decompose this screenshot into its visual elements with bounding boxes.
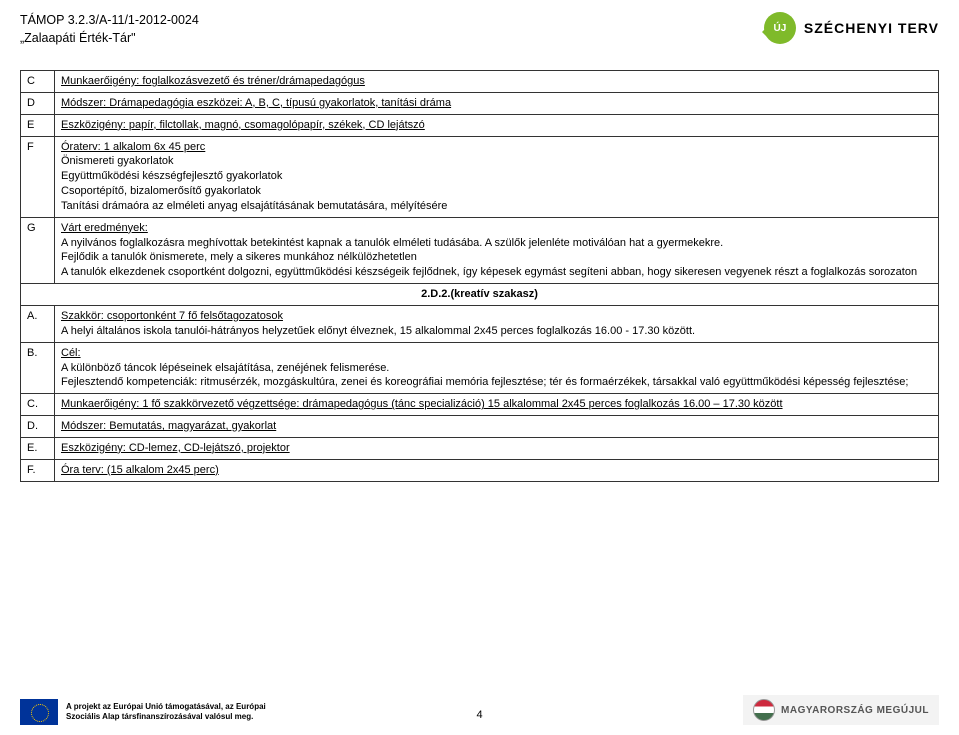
table-row: G Várt eredmények: A nyilvános foglalkoz… bbox=[21, 217, 939, 283]
table-row: D. Módszer: Bemutatás, magyarázat, gyako… bbox=[21, 416, 939, 438]
underlined-text: Óraterv: 1 alkalom 6x 45 perc bbox=[61, 141, 205, 153]
row-text: Eszközigény: CD-lemez, CD-lejátszó, proj… bbox=[55, 437, 939, 459]
row-text: Munkaerőigény: foglalkozásvezető és trén… bbox=[55, 71, 939, 93]
paragraph: A nyilvános foglalkozásra meghívottak be… bbox=[61, 236, 932, 251]
list-line: Csoportépítő, bizalomerősítő gyakorlatok bbox=[61, 184, 932, 199]
section-title-row: 2.D.2.(kreatív szakasz) bbox=[21, 284, 939, 306]
eu-line1: A projekt az Európai Unió támogatásával,… bbox=[66, 702, 266, 711]
row-label: G bbox=[21, 217, 55, 283]
header-right: ÚJ SZÉCHENYI TERV bbox=[764, 12, 939, 44]
row-label: D bbox=[21, 92, 55, 114]
footer-right: MAGYARORSZÁG MEGÚJUL bbox=[743, 695, 939, 725]
row-label: C. bbox=[21, 394, 55, 416]
row-label: F. bbox=[21, 459, 55, 481]
paragraph: Fejlesztendő kompetenciák: ritmusérzék, … bbox=[61, 375, 932, 390]
row-label: C bbox=[21, 71, 55, 93]
section-title: 2.D.2.(kreatív szakasz) bbox=[21, 284, 939, 306]
szechenyi-brand: SZÉCHENYI TERV bbox=[804, 20, 939, 36]
table-row: E Eszközigény: papír, filctollak, magnó,… bbox=[21, 114, 939, 136]
row-text: Cél: A különböző táncok lépéseinek elsaj… bbox=[55, 342, 939, 394]
row-label: E. bbox=[21, 437, 55, 459]
project-code: TÁMOP 3.2.3/A-11/1-2012-0024 bbox=[20, 12, 199, 30]
eu-flag-icon bbox=[20, 699, 58, 725]
paragraph: A tanulók elkezdenek csoportként dolgozn… bbox=[61, 265, 932, 280]
table-row: E. Eszközigény: CD-lemez, CD-lejátszó, p… bbox=[21, 437, 939, 459]
eu-funding-text: A projekt az Európai Unió támogatásával,… bbox=[66, 702, 266, 721]
hungary-flag-icon bbox=[753, 699, 775, 721]
underlined-text: Munkaerőigény: 1 fő szakkörvezető végzet… bbox=[61, 398, 783, 410]
row-text: Eszközigény: papír, filctollak, magnó, c… bbox=[55, 114, 939, 136]
underlined-text: Munkaerőigény: foglalkozásvezető és trén… bbox=[61, 75, 365, 87]
table-row: D Módszer: Drámapedagógia eszközei: A, B… bbox=[21, 92, 939, 114]
underlined-text: Módszer: Bemutatás, magyarázat, gyakorla… bbox=[61, 420, 276, 432]
table-row: C. Munkaerőigény: 1 fő szakkörvezető vég… bbox=[21, 394, 939, 416]
row-label: B. bbox=[21, 342, 55, 394]
list-line: Tanítási drámaóra az elméleti anyag elsa… bbox=[61, 199, 932, 214]
underlined-text: Eszközigény: papír, filctollak, magnó, c… bbox=[61, 119, 425, 131]
list-line: Együttműködési készségfejlesztő gyakorla… bbox=[61, 169, 932, 184]
page-header: TÁMOP 3.2.3/A-11/1-2012-0024 „Zalaapáti … bbox=[20, 12, 939, 47]
main-table: C Munkaerőigény: foglalkozásvezető és tr… bbox=[20, 70, 939, 482]
table-row: B. Cél: A különböző táncok lépéseinek el… bbox=[21, 342, 939, 394]
table-row: A. Szakkör: csoportonként 7 fő felsőtago… bbox=[21, 305, 939, 342]
row-text: Munkaerőigény: 1 fő szakkörvezető végzet… bbox=[55, 394, 939, 416]
uj-badge-text: ÚJ bbox=[773, 23, 786, 34]
row-text: Szakkör: csoportonként 7 fő felsőtagozat… bbox=[55, 305, 939, 342]
row-text: Óra terv: (15 alkalom 2x45 perc) bbox=[55, 459, 939, 481]
row-text: Módszer: Drámapedagógia eszközei: A, B, … bbox=[55, 92, 939, 114]
paragraph: A helyi általános iskola tanulói-hátrány… bbox=[61, 324, 932, 339]
project-name: „Zalaapáti Érték-Tár" bbox=[20, 30, 199, 48]
content-area: C Munkaerőigény: foglalkozásvezető és tr… bbox=[20, 70, 939, 482]
megujul-text: MAGYARORSZÁG MEGÚJUL bbox=[781, 705, 929, 716]
underlined-text: Óra terv: (15 alkalom 2x45 perc) bbox=[61, 464, 219, 476]
underlined-text: Cél: bbox=[61, 347, 81, 359]
row-text: Módszer: Bemutatás, magyarázat, gyakorla… bbox=[55, 416, 939, 438]
underlined-text: Várt eredmények: bbox=[61, 222, 148, 234]
row-label: A. bbox=[21, 305, 55, 342]
paragraph: A különböző táncok lépéseinek elsajátítá… bbox=[61, 361, 932, 376]
underlined-text: Módszer: Drámapedagógia eszközei: A, B, … bbox=[61, 97, 451, 109]
row-label: D. bbox=[21, 416, 55, 438]
underlined-text: Eszközigény: CD-lemez, CD-lejátszó, proj… bbox=[61, 442, 290, 454]
table-row: F. Óra terv: (15 alkalom 2x45 perc) bbox=[21, 459, 939, 481]
header-left: TÁMOP 3.2.3/A-11/1-2012-0024 „Zalaapáti … bbox=[20, 12, 199, 47]
paragraph: Fejlődik a tanulók önismerete, mely a si… bbox=[61, 250, 932, 265]
table-row: C Munkaerőigény: foglalkozásvezető és tr… bbox=[21, 71, 939, 93]
page-number: 4 bbox=[476, 709, 482, 721]
table-row: F Óraterv: 1 alkalom 6x 45 perc Önismere… bbox=[21, 136, 939, 217]
list-line: Önismereti gyakorlatok bbox=[61, 154, 932, 169]
underlined-text: Szakkör: csoportonként 7 fő felsőtagozat… bbox=[61, 310, 283, 322]
row-text: Várt eredmények: A nyilvános foglalkozás… bbox=[55, 217, 939, 283]
uj-badge-icon: ÚJ bbox=[764, 12, 796, 44]
row-label: E bbox=[21, 114, 55, 136]
row-label: F bbox=[21, 136, 55, 217]
row-text: Óraterv: 1 alkalom 6x 45 perc Önismereti… bbox=[55, 136, 939, 217]
eu-line2: Szociális Alap társfinanszírozásával val… bbox=[66, 712, 253, 721]
footer-left: A projekt az Európai Unió támogatásával,… bbox=[20, 699, 266, 725]
